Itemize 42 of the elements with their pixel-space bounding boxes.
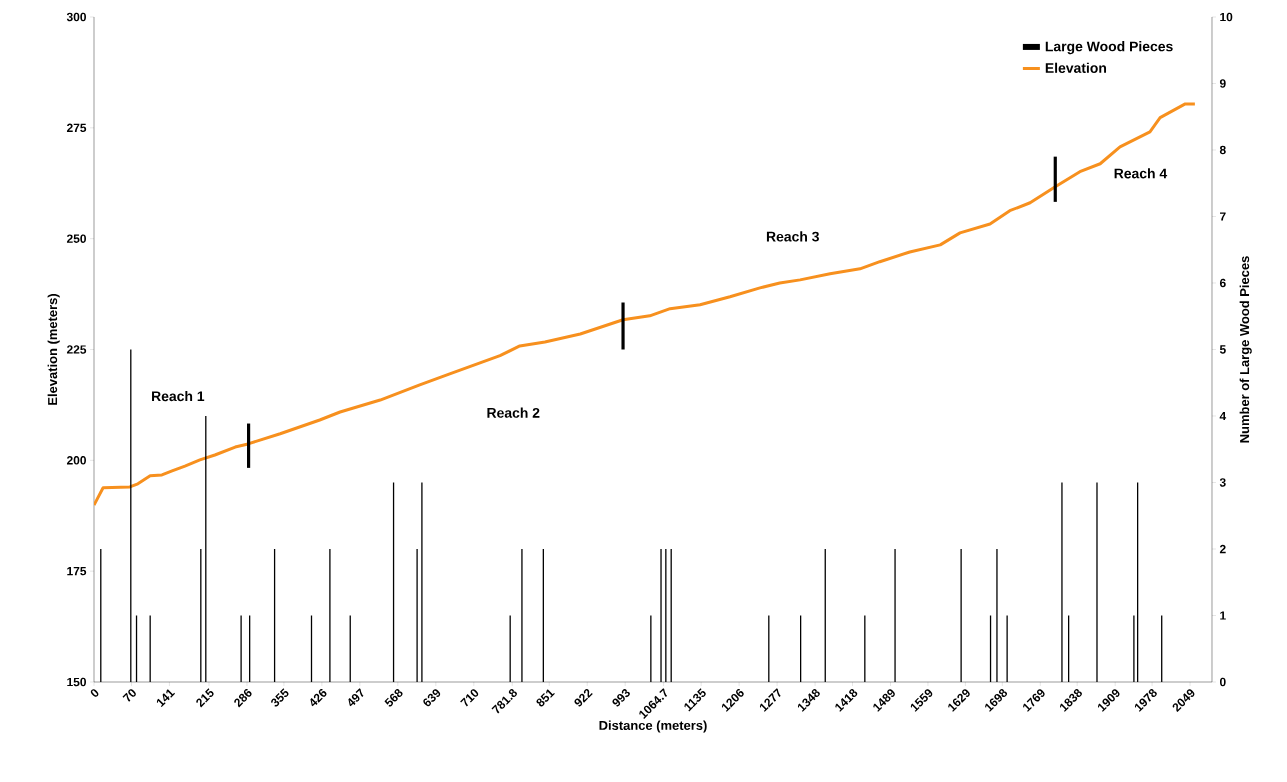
annotation: Reach 1 bbox=[152, 390, 205, 402]
y-tick-label: 150 bbox=[67, 677, 86, 687]
x-tick-label: 497 bbox=[348, 688, 364, 707]
y2-tick-label: 2 bbox=[1219, 544, 1226, 554]
legend-label: Elevation bbox=[1045, 62, 1107, 73]
y2-tick-label: 3 bbox=[1219, 478, 1226, 487]
y2-tick-label: 7 bbox=[1220, 212, 1226, 221]
x-tick-label: 993 bbox=[612, 689, 630, 707]
annotation: Reach 2 bbox=[487, 407, 540, 418]
x-tick-label: 286 bbox=[234, 689, 252, 708]
x-tick-label: 710 bbox=[460, 689, 479, 707]
x-tick-label: 215 bbox=[196, 688, 214, 708]
x-tick-label: 922 bbox=[574, 689, 593, 707]
y2-tick-label: 9 bbox=[1219, 79, 1226, 88]
y2-tick-label: 5 bbox=[1219, 345, 1226, 354]
y-tick-label: 275 bbox=[66, 123, 87, 133]
x-tick-label: 851 bbox=[536, 689, 555, 707]
x-tick-label: 70 bbox=[122, 689, 136, 702]
y2-tick-label: 8 bbox=[1219, 145, 1226, 155]
y2-tick-label: 10 bbox=[1220, 12, 1233, 22]
annotation: Reach 4 bbox=[1114, 168, 1168, 179]
x-tick-label: 639 bbox=[423, 689, 441, 707]
x-tick-label: 141 bbox=[156, 689, 175, 708]
line-series bbox=[94, 102, 1197, 507]
x-tick-label: 568 bbox=[384, 688, 403, 707]
y2-tick-label: 4 bbox=[1219, 411, 1227, 421]
y-tick-label: 225 bbox=[66, 345, 87, 354]
y2-tick-label: 0 bbox=[1219, 677, 1226, 687]
x-tick-label: 0 bbox=[90, 689, 99, 697]
x-tick-label: 426 bbox=[310, 689, 327, 707]
y-tick-label: 250 bbox=[66, 234, 86, 243]
y-axis-title: Elevation (meters) bbox=[47, 294, 60, 405]
y-tick-label: 175 bbox=[67, 567, 87, 576]
y2-tick-label: 6 bbox=[1219, 278, 1226, 288]
x-tick-label: 355 bbox=[271, 688, 289, 707]
x-axis-title: Distance (meters) bbox=[599, 720, 707, 733]
legend-label: Large Wood Pieces bbox=[1045, 41, 1173, 55]
annotation: Reach 3 bbox=[766, 231, 819, 242]
y-tick-label: 200 bbox=[66, 456, 86, 465]
y-tick-label: 300 bbox=[66, 12, 86, 22]
y2-axis-title: Number of Large Wood Pieces bbox=[1239, 256, 1252, 443]
y2-tick-label: 1 bbox=[1220, 611, 1226, 620]
